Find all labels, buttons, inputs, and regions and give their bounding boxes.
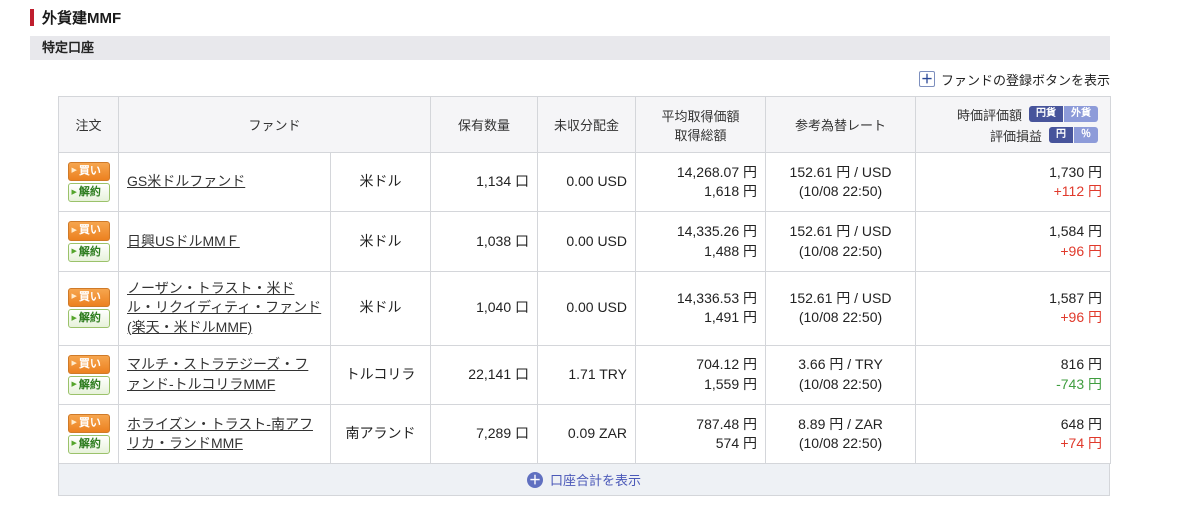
gain-unit-toggle[interactable]: 円 ％: [1049, 127, 1099, 143]
gain-value: -743 円: [1056, 375, 1103, 392]
avg-price-cell: 14,335.26 円 1,488 円: [635, 211, 767, 272]
page-title: 外貨建MMF: [42, 9, 122, 27]
currency-cell: トルコリラ: [329, 344, 432, 405]
sell-button[interactable]: ▶ 解約: [67, 375, 110, 395]
col-header-order: 注文: [58, 96, 119, 153]
toggle-jpy[interactable]: 円貨: [1029, 106, 1064, 122]
toggle-percent[interactable]: ％: [1074, 127, 1099, 143]
arrow-icon: ▶: [71, 314, 77, 322]
gain-value: +74 円: [1060, 435, 1103, 452]
avg-price-cell: 14,268.07 円 1,618 円: [635, 151, 767, 213]
avg-price-cell: 787.48 円 574 円: [635, 403, 767, 465]
accrued-cell: 0.09 ZAR: [537, 403, 637, 465]
toggle-foreign[interactable]: 外貨: [1064, 106, 1099, 122]
currency-cell: 米ドル: [329, 211, 432, 272]
quantity-cell: 1,038 口: [430, 211, 539, 272]
plus-circle-icon: ＋: [526, 471, 543, 488]
market-value-cell: 648 円 +74 円: [915, 403, 1112, 465]
fx-rate-cell: 152.61 円 / USD (10/08 22:50): [765, 270, 917, 346]
account-total-bar: ＋ 口座合計を表示: [58, 464, 1110, 497]
fx-rate-cell: 3.66 円 / TRY (10/08 22:50): [765, 344, 917, 405]
gain-value: +96 円: [1060, 242, 1103, 259]
show-account-total-link[interactable]: ＋ 口座合計を表示: [526, 470, 641, 489]
buy-button[interactable]: ▶ 買い: [67, 221, 110, 241]
market-value-cell: 816 円 -743 円: [915, 344, 1112, 405]
arrow-icon: ▶: [71, 188, 77, 196]
fx-rate-cell: 152.61 円 / USD (10/08 22:50): [765, 151, 917, 213]
fund-link[interactable]: GS米ドルファンド: [127, 173, 246, 190]
currency-toggle[interactable]: 円貨 外貨: [1029, 106, 1099, 122]
table-row: ▶ 買い ▶ 解約 ノーザン・トラスト・米ドル・リクイディティ・ファンド(楽天・米ド…: [58, 270, 1112, 346]
accrued-cell: 0.00 USD: [537, 151, 637, 213]
arrow-icon: ▶: [71, 381, 77, 389]
page-title-row: 外貨建MMF: [30, 6, 1179, 28]
sell-button[interactable]: ▶ 解約: [67, 435, 110, 455]
order-cell: ▶ 買い ▶ 解約: [58, 211, 119, 272]
table-row: ▶ 買い ▶ 解約 日興USドルMMＦ 米ドル 1,038 口 0.00 USD 1…: [58, 211, 1112, 272]
quantity-cell: 1,040 口: [430, 270, 539, 346]
buy-button[interactable]: ▶ 買い: [67, 354, 110, 374]
arrow-icon: ▶: [71, 419, 77, 427]
currency-cell: 南アランド: [329, 403, 432, 465]
avg-price-cell: 14,336.53 円 1,491 円: [635, 270, 767, 346]
arrow-icon: ▶: [71, 226, 77, 234]
market-value-cell: 1,587 円 +96 円: [915, 270, 1112, 346]
register-link-label: ファンドの登録ボタンを表示: [940, 72, 1110, 88]
fx-rate-cell: 8.89 円 / ZAR (10/08 22:50): [765, 403, 917, 465]
order-cell: ▶ 買い ▶ 解約: [58, 270, 119, 346]
fund-link[interactable]: ノーザン・トラスト・米ドル・リクイディティ・ファンド(楽天・米ドルMMF): [127, 279, 322, 335]
market-value-cell: 1,584 円 +96 円: [915, 211, 1112, 272]
buy-button[interactable]: ▶ 買い: [67, 287, 110, 308]
table-row: ▶ 買い ▶ 解約 マルチ・ストラテジーズ・ファンド-トルコリラMMF トルコリラ …: [58, 344, 1112, 405]
order-cell: ▶ 買い ▶ 解約: [58, 344, 119, 405]
col-header-avg-price: 平均取得価額 取得総額: [635, 96, 767, 153]
accrued-cell: 0.00 USD: [537, 270, 637, 346]
buy-button[interactable]: ▶ 買い: [67, 413, 110, 434]
gain-value: +96 円: [1060, 309, 1103, 326]
order-cell: ▶ 買い ▶ 解約: [58, 151, 119, 213]
order-cell: ▶ 買い ▶ 解約: [58, 403, 119, 465]
gain-value: +112 円: [1053, 183, 1103, 200]
fund-link[interactable]: マルチ・ストラテジーズ・ファンド-トルコリラMMF: [127, 356, 309, 392]
currency-cell: 米ドル: [329, 151, 432, 213]
market-value-cell: 1,730 円 +112 円: [915, 151, 1112, 213]
arrow-icon: ▶: [71, 167, 77, 175]
fund-link[interactable]: 日興USドルMMＦ: [127, 232, 240, 249]
account-total-label: 口座合計を表示: [549, 473, 641, 489]
col-header-accrued: 未収分配金: [537, 96, 637, 153]
col-header-fund: ファンド: [117, 96, 432, 153]
quantity-cell: 7,289 口: [430, 403, 539, 465]
arrow-icon: ▶: [71, 293, 77, 301]
arrow-icon: ▶: [71, 359, 77, 367]
section-header: 特定口座: [30, 36, 1110, 60]
col-header-market-value: 時価評価額 円貨 外貨 評価損益 円 ％: [915, 96, 1112, 153]
col-header-quantity: 保有数量: [430, 96, 539, 153]
table-row: ▶ 買い ▶ 解約 ホライズン・トラスト-南アフリカ・ランドMMF 南アランド 7,…: [58, 403, 1112, 465]
quantity-cell: 1,134 口: [430, 151, 539, 213]
fund-link[interactable]: ホライズン・トラスト-南アフリカ・ランドMMF: [127, 415, 313, 452]
sell-button[interactable]: ▶ 解約: [67, 242, 110, 262]
toggle-yen[interactable]: 円: [1049, 127, 1074, 143]
show-fund-register-buttons-link[interactable]: ＋ ファンドの登録ボタンを表示: [918, 70, 1110, 89]
sell-button[interactable]: ▶ 解約: [67, 309, 110, 329]
buy-button[interactable]: ▶ 買い: [67, 162, 110, 182]
accrued-cell: 0.00 USD: [537, 211, 637, 272]
fx-rate-cell: 152.61 円 / USD (10/08 22:50): [765, 211, 917, 272]
arrow-icon: ▶: [71, 247, 77, 255]
title-accent-bar: [30, 8, 34, 26]
table-row: ▶ 買い ▶ 解約 GS米ドルファンド 米ドル 1,134 口 0.00 USD 1…: [58, 151, 1112, 213]
register-row: ＋ ファンドの登録ボタンを表示: [30, 66, 1110, 92]
arrow-icon: ▶: [71, 440, 77, 448]
quantity-cell: 22,141 口: [430, 344, 539, 405]
col-header-fx-rate: 参考為替レート: [765, 96, 917, 153]
sell-button[interactable]: ▶ 解約: [67, 183, 110, 203]
header-row: 注文 ファンド 保有数量 未収分配金 平均取得価額 取得総額 参考為替レート 時…: [58, 96, 1112, 153]
plus-box-icon: ＋: [918, 71, 935, 87]
holdings-table: 注文 ファンド 保有数量 未収分配金 平均取得価額 取得総額 参考為替レート 時…: [58, 96, 1112, 465]
currency-cell: 米ドル: [329, 270, 432, 346]
section-header-label: 特定口座: [42, 40, 95, 55]
avg-price-cell: 704.12 円 1,559 円: [635, 344, 767, 405]
accrued-cell: 1.71 TRY: [537, 344, 637, 405]
